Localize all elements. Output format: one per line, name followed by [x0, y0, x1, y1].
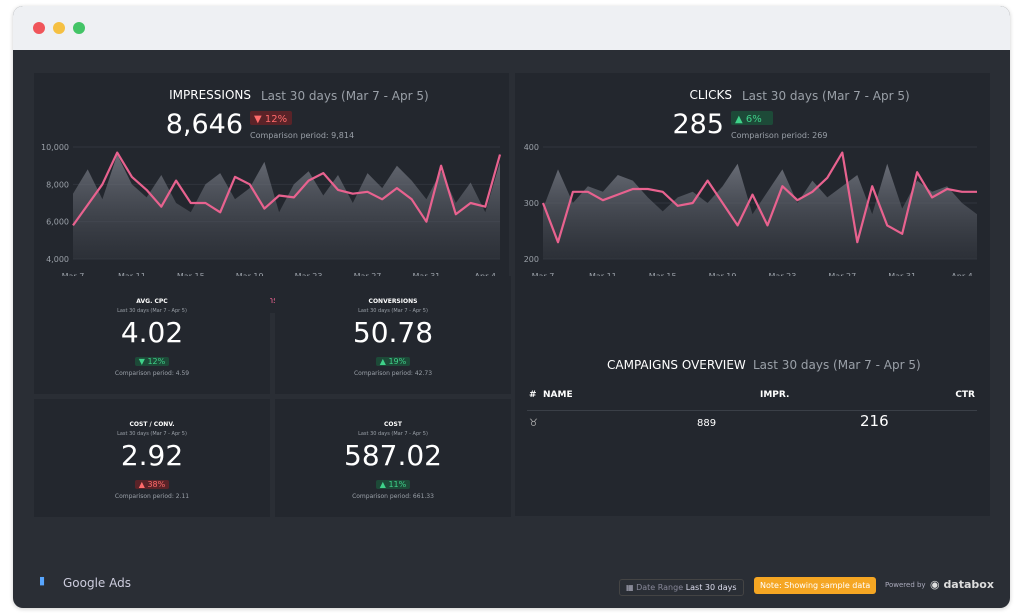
- kpi-tile: AVG. CPC Last 30 days (Mar 7 - Apr 5) 4.…: [34, 276, 270, 394]
- chart-title: CLICKS: [690, 88, 732, 102]
- series-line: [72, 151, 502, 227]
- tile-title: CONVERSIONS: [368, 298, 418, 305]
- y-tick-label: 300: [524, 199, 539, 208]
- table-header: # NAME IMPR. CTR: [527, 390, 977, 411]
- tile-change: ▼ 12%: [134, 357, 170, 366]
- chart-value: 8,646: [166, 109, 243, 140]
- tile-comparison: Comparison period: 661.33: [352, 493, 434, 500]
- date-range[interactable]: ▦ Date Range Last 30 days: [619, 579, 744, 596]
- tile-change: ▲ 38%: [134, 480, 170, 489]
- tile-value: 4.02: [120, 316, 184, 349]
- kpi-tile: COST / CONV. Last 30 days (Mar 7 - Apr 5…: [34, 399, 270, 517]
- tile-title: AVG. CPC: [136, 298, 168, 305]
- tile-title: COST / CONV.: [129, 421, 175, 428]
- powered: Powered by: [885, 581, 926, 589]
- tile-period[interactable]: Last 30 days (Mar 7 - Apr 5): [358, 308, 428, 314]
- tile-comparison: Comparison period: 2.11: [114, 493, 190, 500]
- brand-icon: ◉: [930, 578, 944, 591]
- tile-period[interactable]: Last 30 days (Mar 7 - Apr 5): [117, 308, 187, 314]
- kpi-tile: COST Last 30 days (Mar 7 - Apr 5) 587.02…: [275, 399, 511, 517]
- app-icon: ▮: [39, 574, 46, 587]
- window: IMPRESSIONS Last 30 days (Mar 7 - Apr 5) 8…: [13, 6, 1010, 608]
- chart-change: ▲ 6%: [735, 114, 762, 125]
- col: IMPR.: [760, 390, 790, 400]
- chart-title: IMPRESSIONS: [169, 88, 251, 102]
- tile-change: ▲ 19%: [375, 357, 411, 366]
- kpi-tile: CONVERSIONS Last 30 days (Mar 7 - Apr 5)…: [275, 276, 511, 394]
- campaigns-panel: CAMPAIGNS OVERVIEW Last 30 days (Mar 7 -…: [515, 276, 990, 516]
- y-tick-label: 4,000: [46, 255, 69, 264]
- tile-value: 587.02: [344, 439, 442, 472]
- campaigns-period[interactable]: Last 30 days (Mar 7 - Apr 5): [753, 358, 921, 372]
- min-dot[interactable]: [53, 22, 65, 34]
- close-dot[interactable]: [33, 22, 45, 34]
- title-bar: [13, 6, 1010, 50]
- tile-period[interactable]: Last 30 days (Mar 7 - Apr 5): [117, 431, 187, 437]
- brand: ◉ databox: [930, 578, 994, 591]
- label: Date Range: [636, 583, 684, 592]
- chart-period: Last 30 days (Mar 7 - Apr 5): [261, 89, 429, 103]
- y-tick-label: 200: [524, 255, 539, 264]
- chart-change: ▼ 12%: [254, 114, 287, 125]
- tile-comparison: Comparison period: 42.73: [353, 370, 433, 377]
- cell: 889: [697, 418, 717, 429]
- chart-comparison: Comparison period: 9,814: [250, 131, 354, 140]
- y-tick-label: 10,000: [41, 143, 69, 152]
- tile-title: COST: [384, 421, 402, 428]
- chart-period: Last 30 days (Mar 7 - Apr 5): [742, 89, 910, 103]
- tile-period[interactable]: Last 30 days (Mar 7 - Apr 5): [358, 431, 428, 437]
- chart-comparison: Comparison period: 269: [731, 131, 827, 140]
- y-tick-label: 400: [524, 143, 539, 152]
- tile-comparison: Comparison period: 4.59: [114, 370, 190, 377]
- tile-value: 2.92: [120, 439, 184, 472]
- previous-area: [73, 154, 500, 259]
- change-badge: [250, 111, 292, 125]
- max-dot[interactable]: [73, 22, 85, 34]
- brand-name: databox: [943, 578, 994, 591]
- col: CTR: [955, 390, 975, 400]
- value: Last 30 days: [685, 583, 737, 592]
- campaigns-title: CAMPAIGNS OVERVIEW: [607, 358, 746, 372]
- medal-icon: ♉: [529, 418, 538, 429]
- col: #: [529, 390, 537, 400]
- charts: IMPRESSIONS Last 30 days (Mar 7 - Apr 5) 8…: [34, 73, 990, 313]
- y-tick-label: 6,000: [46, 218, 69, 227]
- chart-value: 285: [672, 109, 724, 140]
- change-badge: [731, 111, 773, 125]
- cell: 216: [860, 412, 889, 430]
- series-line: [541, 151, 977, 244]
- app-name: Google Ads: [63, 576, 131, 590]
- y-tick-label: 8,000: [46, 180, 69, 189]
- col: NAME: [543, 390, 573, 400]
- sample-note: Note: Showing sample data: [754, 577, 877, 594]
- tile-value: 50.78: [352, 316, 434, 349]
- tile-change: ▲ 11%: [375, 480, 411, 489]
